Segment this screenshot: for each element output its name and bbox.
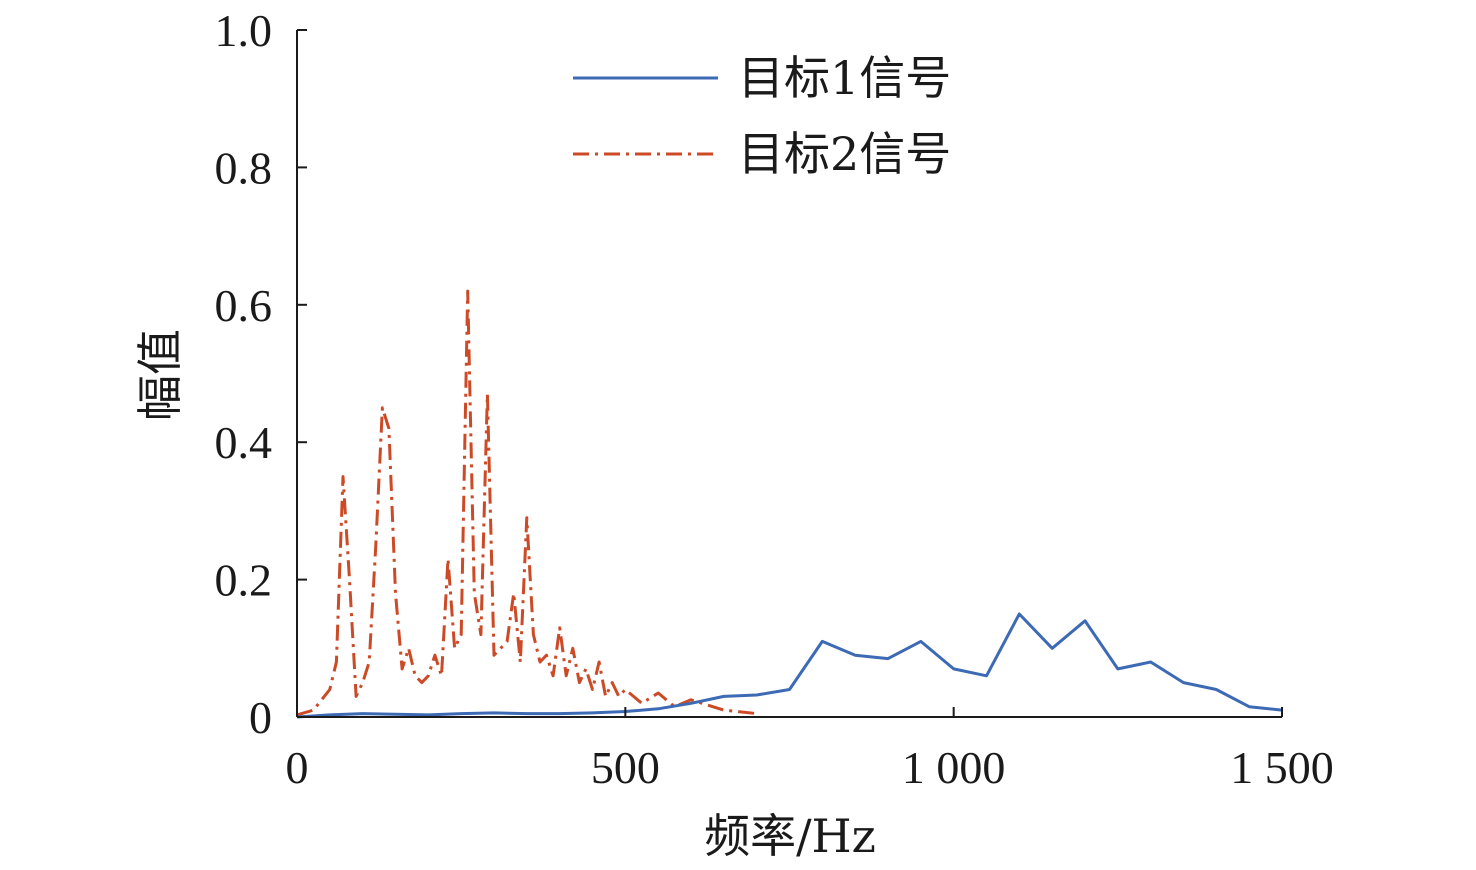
plot-area: [296, 289, 1283, 719]
y-tick-label: 0.8: [215, 142, 273, 193]
ticks: 0 0.2 0.4 0.6 0.8 1.0 0 500 1 000 1 500: [215, 5, 1334, 793]
y-axis-title: 幅值: [133, 329, 187, 421]
legend-label-target2: 目标2信号: [738, 127, 951, 181]
x-axis-title: 频率/Hz: [704, 809, 876, 863]
y-tick-label: 0.6: [215, 280, 273, 331]
axes: [296, 30, 1282, 718]
y-tick-label: 0.4: [215, 417, 273, 468]
series-target2-line: [296, 289, 757, 717]
legend-label-target1: 目标1信号: [738, 51, 951, 105]
x-tick-label: 1 500: [1230, 742, 1334, 793]
y-tick-label: 0: [249, 692, 272, 743]
x-tick-label: 500: [591, 742, 660, 793]
x-tick-label: 1 000: [902, 742, 1006, 793]
series-target1-line: [296, 612, 1283, 719]
y-tick-label: 0.2: [215, 555, 273, 606]
y-tick-label: 1.0: [215, 5, 273, 56]
x-tick-label: 0: [286, 742, 309, 793]
